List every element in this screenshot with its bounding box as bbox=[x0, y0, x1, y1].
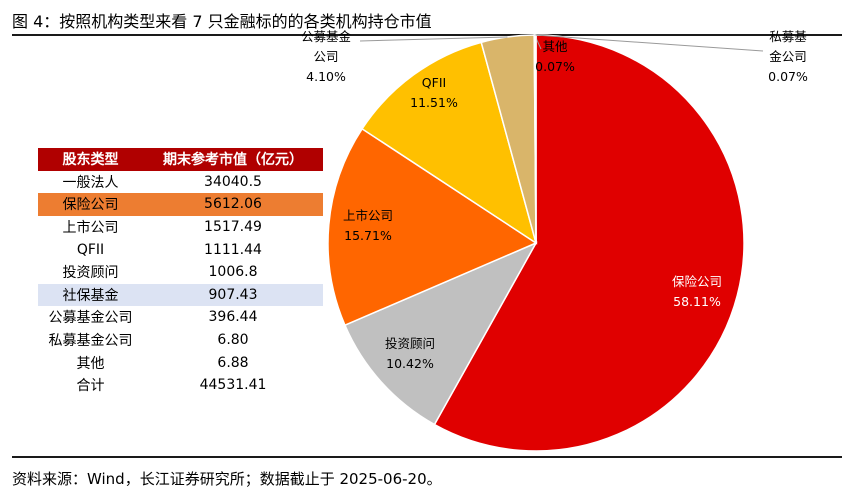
pie-slice bbox=[361, 41, 538, 245]
title-divider bbox=[12, 34, 842, 36]
market-value-cell: 396.44 bbox=[208, 309, 258, 326]
table-row: 社保基金 907.43 bbox=[38, 283, 323, 307]
slice-name-label: 上市公司 bbox=[343, 208, 393, 223]
table-row: 一般法人 34040.5 bbox=[38, 171, 323, 194]
market-value-cell: 34040.5 bbox=[204, 173, 262, 190]
holder-type-cell: QFII bbox=[76, 241, 105, 258]
slice-value-label: 58.11% bbox=[673, 294, 721, 309]
table-row: 公募基金公司 396.44 bbox=[38, 306, 323, 329]
pie-slice bbox=[327, 127, 538, 327]
slice-name-label: 公司 bbox=[313, 49, 338, 64]
market-value-cell: 6.88 bbox=[217, 354, 249, 371]
market-value-cell: 5612.06 bbox=[204, 196, 262, 213]
table-row: QFII 1111.44 bbox=[38, 238, 323, 261]
holdings-table: 股东类型 期末参考市值（亿元） 一般法人 34040.5 保险公司 5612.06 上市… bbox=[38, 148, 323, 397]
slice-value-label: 15.71% bbox=[344, 228, 392, 243]
slice-value-label: 11.51% bbox=[410, 95, 458, 110]
holder-type-cell: 投资顾问 bbox=[62, 265, 119, 282]
header-market-value: 期末参考市值（亿元） bbox=[163, 152, 303, 169]
slice-value-label: 0.07% bbox=[768, 69, 808, 84]
figure-title: 图 4：按照机构类型来看 7 只金融标的的各类机构持仓市值 bbox=[12, 12, 432, 31]
holder-type-cell: 其他 bbox=[76, 355, 105, 372]
market-value-cell: 907.43 bbox=[208, 286, 258, 303]
slice-value-label: 10.42% bbox=[386, 356, 434, 371]
holder-type-cell: 公募基金公司 bbox=[48, 310, 133, 327]
table-row: 合计 44531.41 bbox=[38, 374, 323, 397]
pie-slice bbox=[343, 241, 538, 426]
slice-value-label: 0.07% bbox=[535, 59, 575, 74]
table-row: 上市公司 1517.49 bbox=[38, 216, 323, 239]
leader-line bbox=[359, 36, 508, 42]
source-note: 资料来源：Wind，长江证券研究所；数据截止于 2025-06-20。 bbox=[12, 470, 442, 488]
pie-slice bbox=[433, 34, 745, 452]
slice-value-label: 4.10% bbox=[306, 69, 346, 84]
holder-type-cell: 社保基金 bbox=[62, 287, 119, 304]
table-row: 其他 6.88 bbox=[38, 351, 323, 374]
slice-name-label: 保险公司 bbox=[672, 274, 722, 289]
market-value-cell: 1517.49 bbox=[204, 219, 262, 236]
market-value-cell: 1111.44 bbox=[204, 241, 262, 258]
table-row: 私募基金公司 6.80 bbox=[38, 329, 323, 352]
slice-name-label: 私募基 bbox=[769, 29, 807, 44]
table-row: 投资顾问 1006.8 bbox=[38, 261, 323, 284]
slice-name-label: 其他 bbox=[542, 39, 568, 54]
table-row: 保险公司 5612.06 bbox=[38, 193, 323, 216]
market-value-cell: 1006.8 bbox=[208, 264, 258, 281]
holder-type-cell: 一般法人 bbox=[62, 174, 119, 191]
slice-name-label: 金公司 bbox=[769, 49, 807, 64]
table-header-row: 股东类型 期末参考市值（亿元） bbox=[38, 148, 323, 171]
slice-name-label: 投资顾问 bbox=[385, 336, 435, 351]
footer-divider bbox=[12, 456, 842, 458]
slice-name-label: 公募基金 bbox=[301, 29, 352, 44]
holder-type-cell: 合计 bbox=[76, 378, 105, 395]
holder-type-cell: 上市公司 bbox=[62, 220, 119, 237]
slice-name-label: QFII bbox=[422, 75, 446, 90]
holder-type-cell: 私募基金公司 bbox=[48, 333, 133, 350]
leader-line bbox=[535, 34, 764, 52]
market-value-cell: 44531.41 bbox=[199, 377, 267, 394]
holder-type-cell: 保险公司 bbox=[62, 197, 119, 214]
header-holder-type: 股东类型 bbox=[62, 152, 119, 169]
market-value-cell: 6.80 bbox=[217, 332, 249, 349]
